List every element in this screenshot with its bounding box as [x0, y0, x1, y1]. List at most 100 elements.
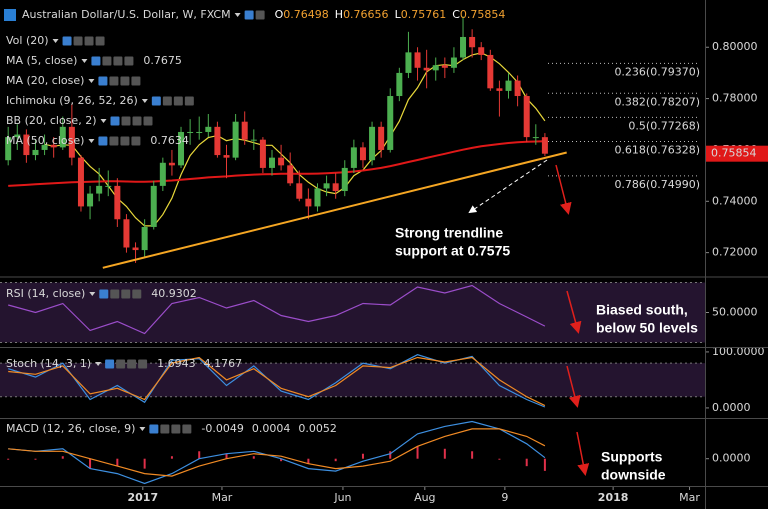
histogram-bar [389, 451, 392, 459]
y-tick-label: 0.78000 [712, 92, 758, 105]
ohlc-value: 0.75854 [460, 8, 506, 21]
candle-body [159, 162, 166, 186]
legend-icon [105, 359, 115, 369]
candle-body [296, 183, 303, 199]
histogram-bar [334, 458, 337, 462]
dropdown-caret [81, 59, 88, 63]
legend-icon [95, 36, 105, 46]
band [0, 363, 705, 397]
symbol-icon [4, 9, 16, 21]
panel-value: 0.0004 [252, 422, 291, 435]
legend-icon [109, 136, 119, 146]
panel-title: RSI (14, close) [6, 287, 85, 300]
indicator-line [8, 356, 546, 407]
legend-icon [132, 116, 142, 126]
dropdown-caret [141, 99, 148, 103]
histogram-bar [361, 453, 364, 459]
candle-body [305, 198, 312, 207]
x-tick-label: 2018 [598, 491, 629, 504]
candle-body [114, 185, 121, 220]
candle-body [259, 139, 266, 168]
candle-body [23, 134, 30, 156]
histogram-bar [116, 458, 119, 467]
histogram-bar [7, 458, 10, 460]
indicator-line [8, 428, 546, 477]
candle-body [496, 88, 503, 91]
candle-body [68, 126, 75, 158]
ohlc-field: L0.75761 [395, 8, 447, 21]
pointer-arrow [468, 159, 548, 214]
indicator-line [8, 284, 546, 335]
candle-body [87, 193, 94, 207]
histogram-bar [170, 456, 173, 459]
histogram-bar [225, 453, 228, 459]
legend-icon [91, 56, 101, 66]
annotation: downside [601, 467, 666, 483]
indicator-name: MA (5, close) [6, 54, 77, 67]
indicator-value: 0.7675 [143, 54, 182, 67]
y-tick-label: 0.0000 [712, 401, 751, 414]
panel-title: Stoch (14, 3, 1) [6, 357, 91, 370]
dropdown-caret [139, 427, 146, 431]
histogram-bar [307, 458, 310, 464]
candle-body [214, 126, 221, 156]
x-tick-label: Jun [333, 491, 351, 504]
histogram-bar [61, 456, 64, 459]
candle-body [168, 162, 175, 166]
legend-icon [99, 289, 109, 299]
x-tick-label: Mar [212, 491, 233, 504]
price-tag [706, 145, 768, 162]
ma-line [8, 140, 545, 187]
legend-icon [255, 10, 265, 20]
dropdown-caret [234, 13, 241, 17]
histogram-bar [89, 458, 92, 469]
legend-icon [110, 116, 120, 126]
candle-body [541, 137, 548, 154]
down-arrow [566, 365, 581, 408]
legend-icon [102, 56, 112, 66]
candle-body [41, 144, 48, 150]
ohlc-value: 0.76656 [343, 8, 389, 21]
legend-icon [121, 116, 131, 126]
down-arrow [555, 164, 572, 215]
dropdown-caret [100, 119, 107, 123]
legend-icon [138, 359, 148, 369]
candle-body [487, 54, 494, 89]
candle-body [14, 134, 21, 138]
histogram-bar [443, 448, 446, 459]
fib-label: 0.236(0.79370) [614, 65, 700, 78]
panel-value: 1.6943 [157, 357, 196, 370]
plot-layers: 0.720000.740000.760000.780000.800000.236… [0, 16, 768, 504]
legend-icon [143, 116, 153, 126]
indicator-name: MA (50, close) [6, 134, 84, 147]
annotation: below 50 levels [596, 320, 698, 336]
candle-body [423, 67, 430, 71]
legend-icon [113, 56, 123, 66]
candle-body [414, 52, 421, 68]
candle-body [350, 147, 357, 168]
x-tick-label: Aug [414, 491, 435, 504]
candle-body [450, 57, 457, 68]
indicator-name: Ichimoku (9, 26, 52, 26) [6, 94, 138, 107]
candle-body [505, 80, 512, 91]
candle-body [59, 126, 66, 148]
legend-icon [110, 289, 120, 299]
fib-label: 0.5(0.77268) [628, 119, 700, 132]
legend-icon [131, 136, 141, 146]
histogram-bar [543, 458, 546, 471]
indicator-value: 0.7634 [150, 134, 189, 147]
legend-icon [116, 359, 126, 369]
candle-body [405, 52, 412, 73]
legend-icon [173, 96, 183, 106]
panel-value: 40.9302 [151, 287, 197, 300]
legend-icon [84, 36, 94, 46]
annotation: Supports [601, 449, 663, 465]
panel-value: -0.0049 [201, 422, 243, 435]
ohlc-name: C [452, 8, 460, 21]
legend-icon [98, 76, 108, 86]
candle-body [359, 147, 366, 161]
candle-body [387, 96, 394, 150]
ohlc-value: 0.75761 [401, 8, 447, 21]
ma-line [44, 52, 546, 227]
candle-body [441, 65, 448, 68]
